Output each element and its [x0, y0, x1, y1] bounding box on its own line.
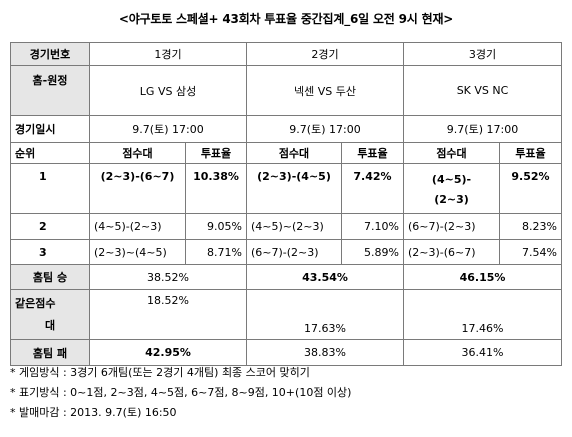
row-draw: 같은점수 대 18.52% 17.63% 17.46% [10, 289, 562, 340]
game3-number: 3경기 [403, 42, 562, 66]
game3-rank3-rate: 7.54% [499, 239, 562, 265]
game3-matchup: SK VS NC [403, 65, 562, 116]
game3-rank1-rate: 9.52% [499, 163, 562, 214]
note-sales-deadline: * 발매마감 : 2013. 9.7(토) 16:50 [10, 406, 177, 419]
draw-label-line2: 대 [44, 318, 56, 332]
game2-rank1-score: (2~3)-(4~5) [246, 163, 342, 214]
row-home-loss: 홈팀 패 42.95% 38.83% 36.41% [10, 339, 562, 366]
row-rank-1: 1 (2~3)-(6~7) 10.38% (2~3)-(4~5) 7.42% (… [10, 163, 562, 214]
row-matchup: 홈-원정 LG VS 삼성 넥센 VS 두산 SK VS NC [10, 65, 562, 116]
row-rank-3: 3 (2~3)~(4~5) 8.71% (6~7)-(2~3) 5.89% (2… [10, 239, 562, 265]
game2-score-header: 점수대 [246, 142, 342, 164]
game1-number: 1경기 [89, 42, 247, 66]
game2-datetime: 9.7(토) 17:00 [246, 115, 404, 143]
game-number-label: 경기번호 [10, 42, 90, 66]
game3-rank1-score: (4~5)- (2~3) [403, 163, 500, 214]
game2-matchup: 넥센 VS 두산 [246, 65, 404, 116]
game3-home-win: 46.15% [403, 264, 562, 290]
game1-home-win: 38.52% [89, 264, 247, 290]
game3-score-header: 점수대 [403, 142, 500, 164]
game1-rate-header: 투표율 [185, 142, 247, 164]
row-datetime: 경기일시 9.7(토) 17:00 9.7(토) 17:00 9.7(토) 17… [10, 115, 562, 143]
game2-rate-header: 투표율 [341, 142, 404, 164]
page-title: <야구토토 스페셜+ 43회차 투표율 중간집계_6일 오전 9시 현재> [118, 12, 454, 26]
game1-rank2-score: (4~5)-(2~3) [89, 213, 186, 240]
game1-rank1-rate: 10.38% [185, 163, 247, 214]
rank-2: 2 [10, 213, 90, 240]
note-game-method: * 게임방식 : 3경기 6개팀(또는 2경기 4개팀) 최종 스코어 맞히기 [10, 366, 310, 379]
game1-score-header: 점수대 [89, 142, 186, 164]
game1-matchup: LG VS 삼성 [89, 65, 247, 116]
game3-draw: 17.46% [403, 289, 562, 340]
game1-home-loss: 42.95% [89, 339, 247, 366]
game3-rate-header: 투표율 [499, 142, 562, 164]
home-away-label: 홈-원정 [10, 65, 90, 116]
draw-label: 같은점수 대 [10, 289, 90, 340]
game1-datetime: 9.7(토) 17:00 [89, 115, 247, 143]
game2-home-win: 43.54% [246, 264, 404, 290]
row-home-win: 홈팀 승 38.52% 43.54% 46.15% [10, 264, 562, 290]
game1-rank2-rate: 9.05% [185, 213, 247, 240]
game2-number: 2경기 [246, 42, 404, 66]
game1-rank1-score: (2~3)-(6~7) [89, 163, 186, 214]
game-datetime-label: 경기일시 [10, 115, 90, 143]
row-game-number: 경기번호 1경기 2경기 3경기 [10, 42, 562, 66]
game3-datetime: 9.7(토) 17:00 [403, 115, 562, 143]
game3-rank1-score-line1: (4~5)- [431, 173, 472, 186]
game2-rank2-rate: 7.10% [341, 213, 404, 240]
game1-rank3-rate: 8.71% [185, 239, 247, 265]
rank-1: 1 [10, 163, 90, 214]
notes: * 게임방식 : 3경기 6개팀(또는 2경기 4개팀) 최종 스코어 맞히기 … [10, 363, 562, 423]
rank-label: 순위 [10, 142, 90, 164]
home-win-label: 홈팀 승 [10, 264, 90, 290]
game2-home-loss: 38.83% [246, 339, 404, 366]
game2-rank3-score: (6~7)-(2~3) [246, 239, 342, 265]
game1-draw: 18.52% [89, 289, 247, 340]
game1-rank3-score: (2~3)~(4~5) [89, 239, 186, 265]
game2-rank2-score: (4~5)~(2~3) [246, 213, 342, 240]
game2-draw: 17.63% [246, 289, 404, 340]
note-notation: * 표기방식 : 0~1점, 2~3점, 4~5점, 6~7점, 8~9점, 1… [10, 386, 352, 399]
draw-label-line1: 같은점수 [15, 296, 56, 310]
game3-home-loss: 36.41% [403, 339, 562, 366]
game3-rank2-score: (6~7)-(2~3) [403, 213, 500, 240]
row-rank-2: 2 (4~5)-(2~3) 9.05% (4~5)~(2~3) 7.10% (6… [10, 213, 562, 240]
vote-rate-table: 경기번호 1경기 2경기 3경기 홈-원정 LG VS 삼성 넥센 VS 두산 … [10, 42, 562, 366]
game3-rank3-score: (2~3)-(6~7) [403, 239, 500, 265]
home-loss-label: 홈팀 패 [10, 339, 90, 366]
row-rank-header: 순위 점수대 투표율 점수대 투표율 점수대 투표율 [10, 142, 562, 164]
game3-rank2-rate: 8.23% [499, 213, 562, 240]
game2-rank3-rate: 5.89% [341, 239, 404, 265]
rank-3: 3 [10, 239, 90, 265]
game2-rank1-rate: 7.42% [341, 163, 404, 214]
game3-rank1-score-line2: (2~3) [434, 193, 469, 206]
